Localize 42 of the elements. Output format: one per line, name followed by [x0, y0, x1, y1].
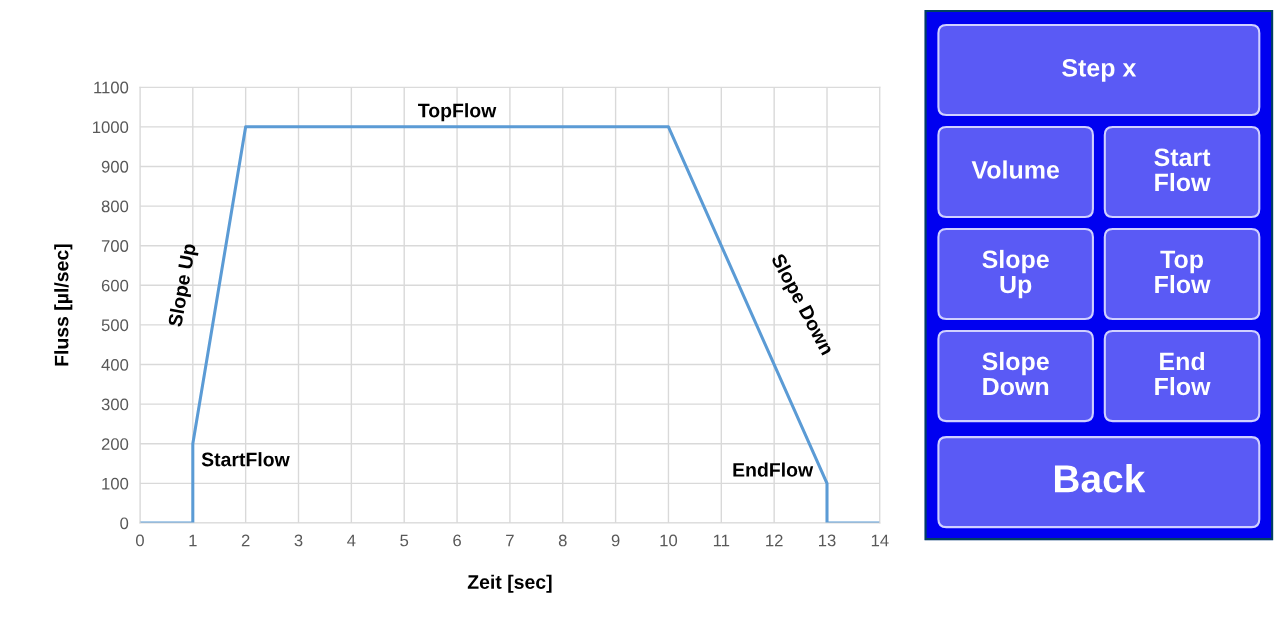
y-tick-label: 1100 [94, 81, 129, 94]
y-tick-label: 600 [101, 279, 129, 292]
x-tick-label: 14 [871, 534, 889, 547]
y-tick-label: 300 [101, 398, 129, 411]
annotation: Slope Up [167, 243, 200, 328]
y-tick-label: 800 [101, 200, 129, 213]
annotation: TopFlow [418, 103, 497, 122]
x-tick-label: 1 [189, 534, 197, 547]
x-tick-label: 2 [241, 534, 250, 547]
x-tick-label: 9 [611, 534, 620, 547]
text: Slope Up [982, 249, 1049, 299]
x-tick-label: 11 [713, 534, 730, 547]
text: Slope Down [982, 351, 1049, 396]
annotation: StartFlow [201, 452, 290, 467]
y-tick-label: 900 [101, 160, 129, 173]
text: End Flow [1155, 351, 1211, 396]
y-tick-label: 1000 [93, 121, 129, 134]
x-tick-label: 5 [400, 534, 409, 547]
y-tick-label: 0 [120, 517, 129, 530]
annotation: EndFlow [733, 462, 814, 477]
y-tick-label: 500 [101, 319, 129, 332]
x-tick-label: 8 [558, 534, 567, 547]
x-tick-label: 7 [506, 534, 514, 547]
x-axis-title: Zeit [sec] [467, 574, 552, 593]
x-tick-label: 6 [453, 534, 461, 547]
annotation: Slope Down [767, 252, 835, 358]
x-tick-label: 12 [766, 534, 783, 547]
x-tick-label: 13 [819, 534, 836, 547]
y-axis-title: Fluss [µl/sec] [54, 244, 73, 366]
y-tick-label: 200 [101, 438, 129, 450]
x-tick-label: 4 [347, 534, 356, 547]
x-tick-label: 0 [135, 534, 144, 547]
text: Top Flow [1155, 250, 1211, 294]
text: Step x [1062, 59, 1137, 82]
x-tick-label: 10 [660, 534, 678, 547]
text: Start Flow [1154, 148, 1211, 192]
y-tick-label: 400 [101, 358, 129, 371]
y-tick-label: 700 [101, 240, 129, 252]
y-tick-label: 100 [102, 477, 129, 490]
text: Back [1054, 464, 1146, 493]
text: Volume [971, 160, 1060, 179]
x-tick-label: 3 [294, 534, 303, 547]
